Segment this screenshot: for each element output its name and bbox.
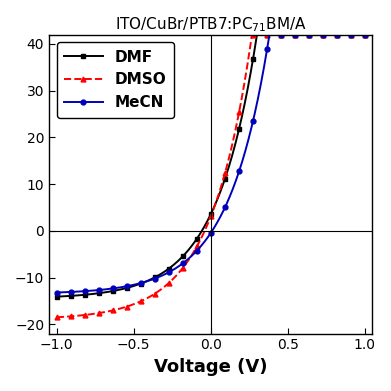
Title: ITO/CuBr/PTB7:PC$_{71}$BM/A: ITO/CuBr/PTB7:PC$_{71}$BM/A (115, 15, 307, 34)
DMF (255, 32, 259, 37)
MeCN (178, 263, 182, 268)
MeCN (281, 32, 286, 37)
DMSO (156, 289, 160, 294)
DMSO (365, 32, 370, 37)
X-axis label: Voltage (V): Voltage (V) (154, 358, 267, 376)
Legend: DMF, DMSO, MeCN: DMF, DMSO, MeCN (57, 42, 174, 118)
DMSO (251, 32, 255, 37)
MeCN (156, 275, 160, 280)
DMF (250, 61, 255, 66)
DMF (178, 257, 182, 262)
DMF (92, 291, 97, 296)
MeCN (267, 32, 272, 37)
DMSO (281, 32, 286, 37)
DMF (54, 294, 59, 299)
Line: DMSO: DMSO (54, 32, 370, 320)
DMF (280, 32, 284, 37)
MeCN (54, 290, 59, 295)
MeCN (250, 122, 255, 126)
DMF (281, 32, 286, 37)
MeCN (365, 32, 370, 37)
DMSO (92, 311, 97, 316)
DMF (365, 32, 370, 37)
DMF (156, 273, 160, 278)
DMSO (250, 32, 255, 37)
Line: DMF: DMF (54, 32, 370, 299)
MeCN (280, 32, 284, 37)
MeCN (92, 288, 97, 293)
Line: MeCN: MeCN (54, 32, 370, 295)
DMSO (178, 269, 182, 274)
DMSO (54, 315, 59, 319)
DMSO (280, 32, 284, 37)
